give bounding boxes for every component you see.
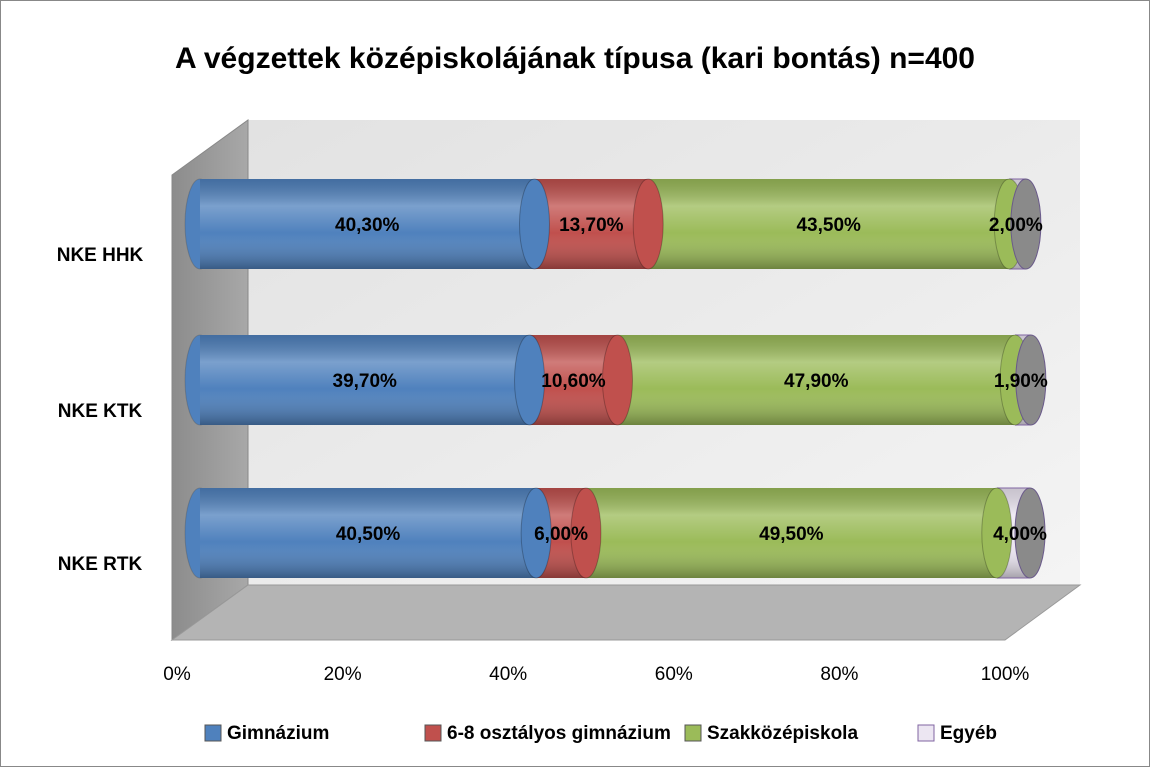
bar-outline xyxy=(1015,334,1031,426)
bar-segment xyxy=(534,179,649,269)
legend-label: Gimnázium xyxy=(227,723,329,744)
legend-label: Szakközépiskola xyxy=(707,723,858,744)
legend-swatch xyxy=(917,724,935,742)
bar-cap xyxy=(632,178,664,270)
x-tick-label: 80% xyxy=(820,664,858,685)
bar-shade xyxy=(200,179,535,269)
bar-segment xyxy=(617,335,1016,425)
bar-cap xyxy=(520,487,552,579)
bar-cap xyxy=(514,334,546,426)
data-label: 10,60% xyxy=(541,371,606,392)
x-tick-label: 100% xyxy=(981,664,1030,685)
data-label: 47,90% xyxy=(784,371,849,392)
bar-segment xyxy=(200,335,530,425)
legend-label: 6-8 osztályos gimnázium xyxy=(447,723,671,744)
bar-shade xyxy=(534,179,649,269)
data-label: 13,70% xyxy=(559,215,624,236)
data-label: 43,50% xyxy=(796,215,861,236)
legend-swatch xyxy=(424,724,442,742)
bar-outline xyxy=(1009,178,1026,270)
bar-segment xyxy=(200,488,537,578)
bar-shade xyxy=(617,335,1016,425)
bar-shade xyxy=(200,488,537,578)
bar-shade xyxy=(585,488,997,578)
data-label: 2,00% xyxy=(989,215,1043,236)
legend-label: Egyéb xyxy=(940,723,997,744)
y-tick-label: NKE HHK xyxy=(57,245,144,266)
bar-shade xyxy=(648,179,1010,269)
bar-shade xyxy=(200,335,530,425)
bar-cap xyxy=(981,487,1013,579)
bar-cap xyxy=(601,334,633,426)
bar-outline xyxy=(996,487,1030,579)
x-tick-label: 40% xyxy=(489,664,527,685)
bar-segment xyxy=(648,179,1010,269)
data-label: 6,00% xyxy=(534,524,588,545)
bar-segment xyxy=(200,179,535,269)
data-label: 4,00% xyxy=(993,524,1047,545)
floor xyxy=(170,584,1082,641)
y-tick-label: NKE RTK xyxy=(58,554,143,575)
data-label: 39,70% xyxy=(333,371,398,392)
bar-cap xyxy=(570,487,602,579)
x-tick-label: 60% xyxy=(655,664,693,685)
x-tick-label: 0% xyxy=(163,664,191,685)
bar-cap xyxy=(1010,178,1042,270)
bar-segment xyxy=(585,488,997,578)
data-label: 1,90% xyxy=(994,371,1048,392)
legend-swatch xyxy=(684,724,702,742)
legend-swatch xyxy=(204,724,222,742)
bar-cap xyxy=(518,178,550,270)
x-tick-label: 20% xyxy=(324,664,362,685)
data-label: 40,30% xyxy=(335,215,400,236)
data-label: 40,50% xyxy=(336,524,401,545)
bar-cap xyxy=(1014,487,1046,579)
y-tick-label: NKE KTK xyxy=(58,401,143,422)
data-label: 49,50% xyxy=(759,524,824,545)
bar-cap xyxy=(1015,334,1047,426)
chart-title: A végzettek középiskolájának típusa (kar… xyxy=(175,42,975,75)
